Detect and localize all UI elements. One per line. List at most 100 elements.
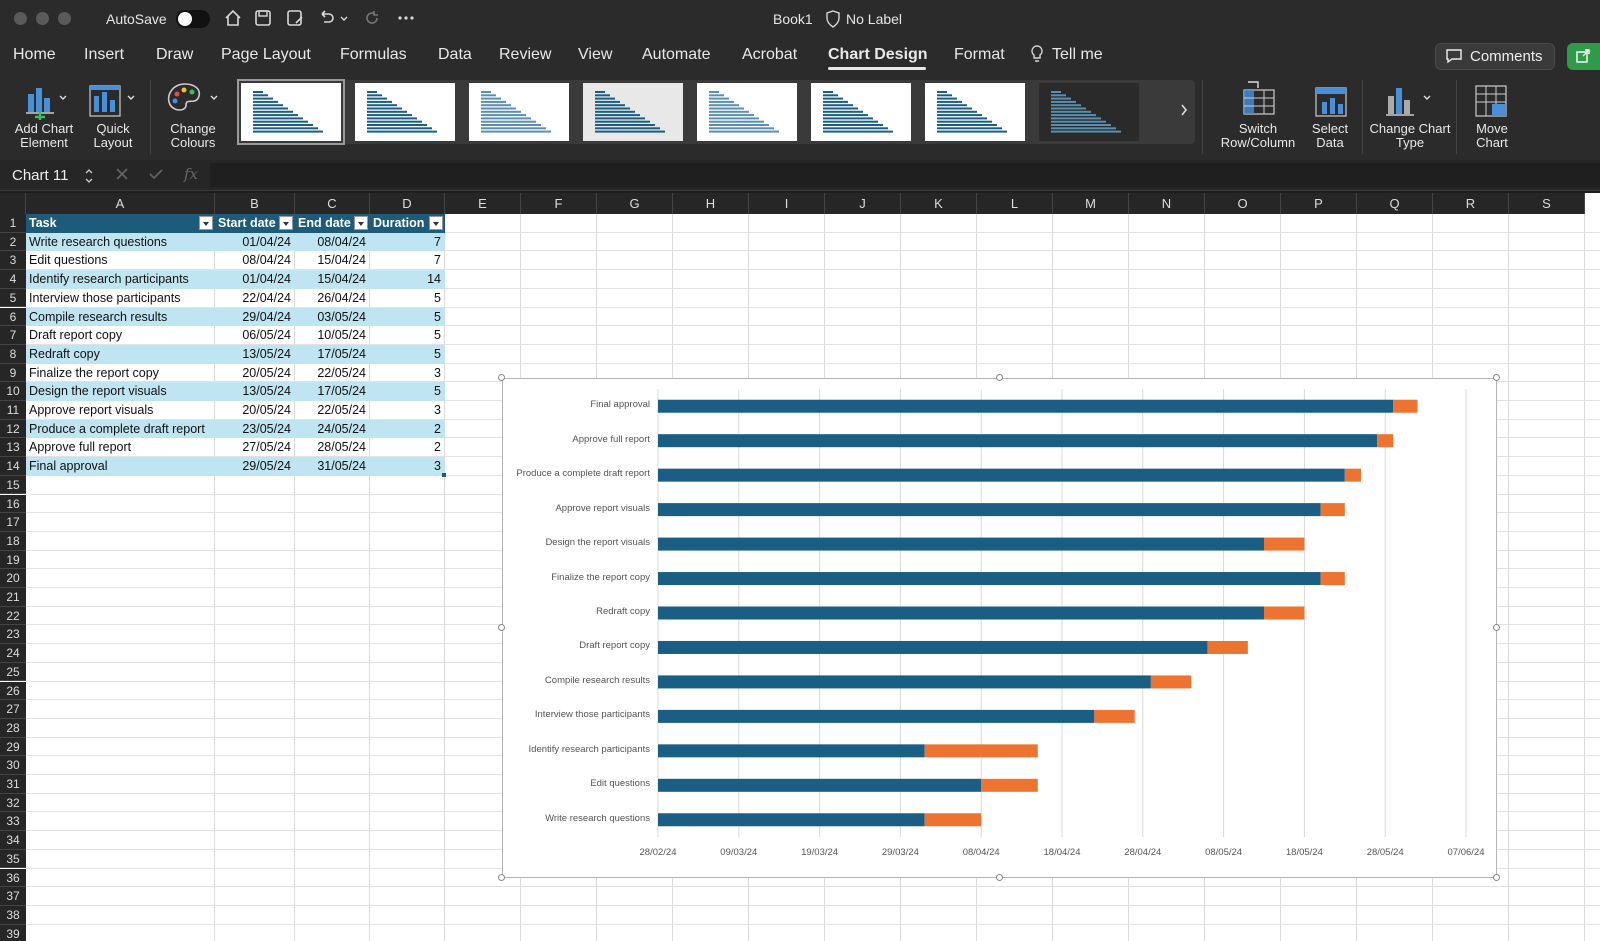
name-box-stepper-icon[interactable]	[84, 166, 94, 190]
table-cell[interactable]: Approve full report	[29, 440, 132, 455]
name-box[interactable]: Chart 11	[4, 164, 100, 186]
row-header[interactable]: 8	[0, 344, 26, 364]
row-header[interactable]: 30	[0, 756, 26, 775]
column-header-q[interactable]: Q	[1357, 193, 1433, 214]
table-cell[interactable]: 13/05/24	[215, 344, 295, 364]
table-cell[interactable]: Final approval	[26, 457, 215, 476]
row-header[interactable]: 19	[0, 550, 26, 570]
zoom-window-button[interactable]	[58, 12, 71, 25]
column-header-n[interactable]: N	[1129, 193, 1205, 214]
start-date-bar[interactable]	[658, 537, 1264, 551]
table-cell[interactable]: 08/04/24	[242, 253, 291, 268]
column-header-l[interactable]: L	[977, 193, 1053, 214]
table-cell[interactable]: 27/05/24	[242, 440, 291, 455]
table-resize-handle[interactable]	[442, 472, 446, 477]
save-as-icon[interactable]	[285, 8, 307, 30]
tab-automate[interactable]: Automate	[642, 46, 711, 63]
column-header-c[interactable]: C	[295, 193, 370, 214]
duration-bar[interactable]	[1344, 468, 1361, 482]
redo-icon[interactable]	[362, 8, 384, 30]
column-header-f[interactable]: F	[521, 193, 597, 214]
formula-input[interactable]	[210, 163, 1600, 187]
start-date-bar[interactable]	[658, 744, 925, 758]
chart-resize-handle[interactable]	[1493, 874, 1500, 881]
filter-dropdown-icon[interactable]	[354, 216, 368, 230]
column-header-b[interactable]: B	[215, 193, 295, 214]
cancel-x-icon[interactable]	[115, 167, 129, 186]
chart-style-thumbnail[interactable]	[237, 79, 345, 145]
quick-layout-button[interactable]: Quick Layout	[82, 74, 144, 160]
chart-resize-handle[interactable]	[1493, 374, 1500, 381]
tab-draw[interactable]: Draw	[156, 46, 194, 63]
row-header[interactable]: 9	[0, 363, 26, 383]
row-header[interactable]: 2	[0, 232, 26, 252]
select-all-corner[interactable]	[0, 193, 26, 214]
function-fx-icon[interactable]: fx	[184, 165, 199, 183]
chart-resize-handle[interactable]	[498, 374, 505, 381]
start-date-bar[interactable]	[658, 434, 1378, 448]
table-cell[interactable]: 5	[370, 344, 445, 364]
start-date-bar[interactable]	[658, 640, 1208, 654]
table-cell[interactable]: 20/05/24	[242, 365, 291, 380]
start-date-bar[interactable]	[658, 399, 1394, 413]
chart-resize-handle[interactable]	[1493, 624, 1500, 631]
table-cell[interactable]: Finalize the report copy	[29, 365, 159, 380]
duration-bar[interactable]	[1264, 606, 1305, 620]
chart-style-thumbnail[interactable]	[583, 83, 683, 141]
change-chart-type-button[interactable]: Change Chart Type	[1366, 74, 1454, 160]
start-date-bar[interactable]	[658, 468, 1345, 482]
tab-acrobat[interactable]: Acrobat	[742, 46, 798, 63]
column-header-g[interactable]: G	[597, 193, 673, 214]
table-header-cell[interactable]: Task	[26, 214, 215, 233]
row-header[interactable]: 16	[0, 494, 26, 514]
start-date-bar[interactable]	[658, 709, 1095, 723]
column-header-o[interactable]: O	[1205, 193, 1281, 214]
table-header-cell[interactable]: Start date	[215, 214, 295, 233]
tab-formulas[interactable]: Formulas	[340, 46, 407, 63]
table-cell[interactable]: 14	[370, 270, 445, 289]
table-cell[interactable]: 24/05/24	[295, 419, 370, 439]
duration-bar[interactable]	[1264, 537, 1305, 551]
duration-bar[interactable]	[1094, 709, 1135, 723]
duration-bar[interactable]	[1377, 434, 1394, 448]
table-cell[interactable]: 17/05/24	[295, 344, 370, 364]
column-header-k[interactable]: K	[901, 193, 977, 214]
row-header[interactable]: 37	[0, 887, 26, 906]
chart-style-thumbnail[interactable]	[925, 83, 1025, 141]
minimize-window-button[interactable]	[36, 12, 49, 25]
table-cell[interactable]: 06/05/24	[242, 328, 291, 343]
tab-chart-design[interactable]: Chart Design	[828, 46, 928, 63]
table-cell[interactable]: 01/04/24	[215, 270, 295, 289]
tab-view[interactable]: View	[578, 46, 613, 63]
row-header[interactable]: 20	[0, 569, 26, 588]
row-header[interactable]: 33	[0, 812, 26, 832]
row-header[interactable]: 26	[0, 681, 26, 701]
chart-style-thumbnail[interactable]	[811, 83, 911, 141]
table-cell[interactable]: 29/05/24	[215, 457, 295, 476]
row-header[interactable]: 27	[0, 700, 26, 719]
table-cell[interactable]: Edit questions	[29, 253, 108, 268]
sensitivity-shield-icon[interactable]	[825, 10, 841, 32]
enter-check-icon[interactable]	[148, 167, 164, 186]
filter-dropdown-icon[interactable]	[199, 216, 213, 230]
chart-style-thumbnail[interactable]	[697, 83, 797, 141]
chart-resize-handle[interactable]	[995, 374, 1003, 381]
row-header[interactable]: 35	[0, 849, 26, 869]
table-cell[interactable]: 13/05/24	[215, 382, 295, 401]
filter-dropdown-icon[interactable]	[279, 216, 293, 230]
more-options-icon[interactable]	[396, 8, 418, 30]
chart-style-thumbnail[interactable]	[355, 83, 455, 141]
column-header-h[interactable]: H	[673, 193, 749, 214]
tab-format[interactable]: Format	[954, 46, 1005, 63]
row-header[interactable]: 4	[0, 270, 26, 289]
row-header[interactable]: 1	[0, 214, 26, 233]
tab-review[interactable]: Review	[499, 46, 552, 63]
row-header[interactable]: 3	[0, 251, 26, 271]
row-header[interactable]: 13	[0, 438, 26, 458]
row-header[interactable]: 28	[0, 718, 26, 738]
autosave-toggle[interactable]	[176, 10, 210, 28]
start-date-bar[interactable]	[658, 675, 1151, 689]
row-header[interactable]: 10	[0, 382, 26, 401]
table-cell[interactable]: 01/04/24	[215, 232, 295, 252]
table-header-cell[interactable]: Duration	[370, 214, 445, 233]
